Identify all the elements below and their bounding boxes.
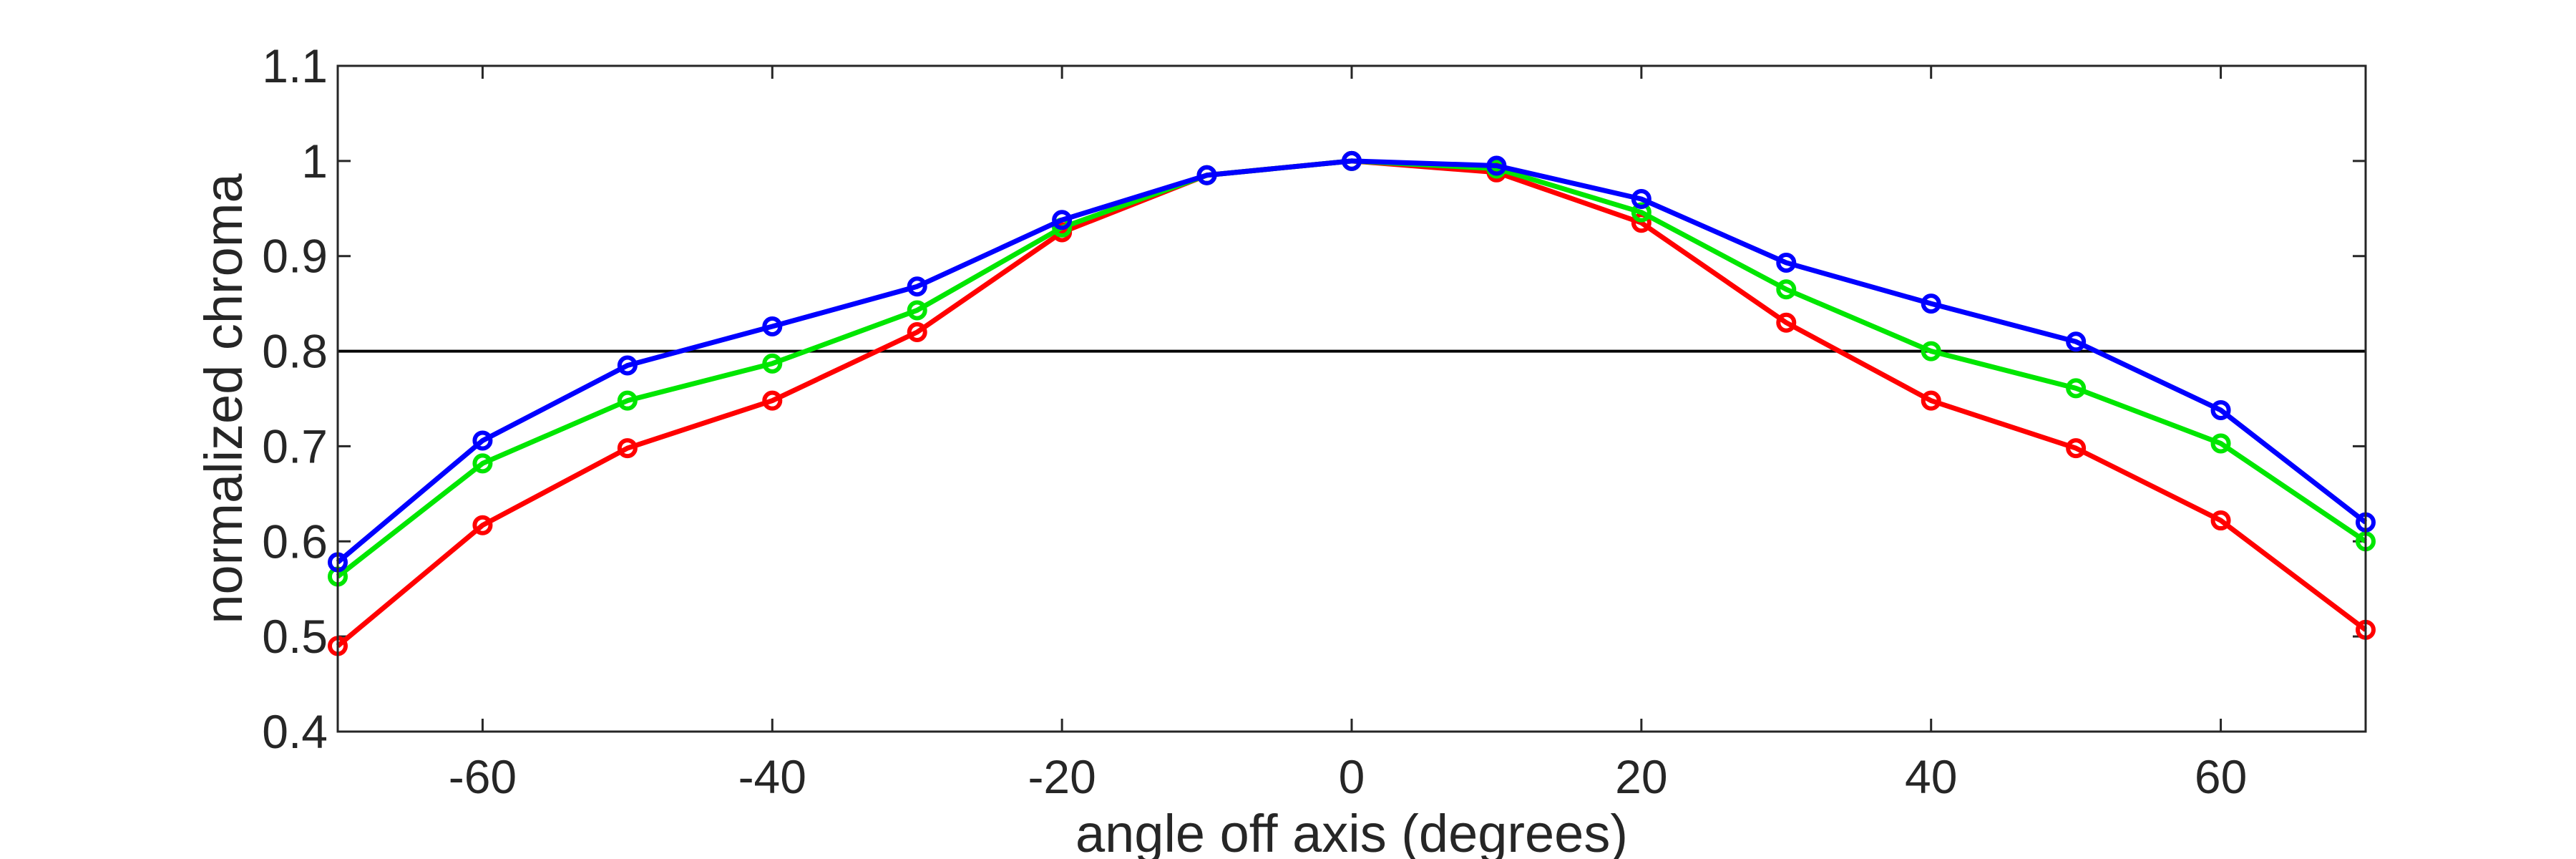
data-point	[1486, 155, 1507, 176]
data-point	[907, 300, 927, 321]
series-line	[336, 158, 2368, 565]
data-point	[1921, 390, 1941, 411]
data-point	[617, 438, 638, 459]
tick-labels: -60 -40 -20 0 20 40 60 0.4 0.5 0.6 0.7 0.8 0.9 1 1.1	[262, 39, 2247, 803]
x-tick-label: 40	[1905, 750, 1957, 803]
data-point	[2210, 510, 2231, 531]
series-layer	[328, 150, 2376, 656]
data-point	[762, 316, 783, 337]
y-axis-label: normalized chroma	[194, 173, 253, 624]
data-point	[2066, 331, 2087, 352]
x-tick-label: 20	[1615, 750, 1667, 803]
x-axis-label: angle off axis (degrees)	[1075, 804, 1628, 859]
data-point	[1052, 210, 1073, 230]
data-point	[907, 276, 927, 297]
x-tick-label: -40	[738, 750, 806, 803]
x-tick-label: -20	[1028, 750, 1096, 803]
data-point	[1631, 189, 1652, 209]
data-point	[762, 390, 783, 411]
y-tick-label: 0.9	[262, 230, 328, 283]
data-point	[907, 322, 927, 342]
series-3	[328, 150, 2376, 573]
data-point	[1631, 202, 1652, 223]
y-tick-label: 0.8	[262, 325, 328, 378]
data-point	[617, 390, 638, 411]
x-tick-label: -60	[449, 750, 517, 803]
y-tick-label: 1.1	[262, 39, 328, 92]
data-point	[2210, 433, 2231, 454]
y-tick-label: 0.6	[262, 515, 328, 568]
x-tick-label: 60	[2195, 750, 2247, 803]
data-point	[1776, 279, 1797, 300]
plot-frame	[336, 64, 2367, 733]
y-tick-label: 0.5	[262, 610, 328, 663]
data-point	[1776, 312, 1797, 333]
x-tick-label: 0	[1339, 750, 1365, 803]
y-tick-label: 0.4	[262, 705, 328, 758]
data-point	[1196, 165, 1217, 185]
plot-area	[338, 66, 2366, 732]
data-point	[1921, 293, 1941, 314]
data-point	[762, 353, 783, 374]
data-point	[1776, 253, 1797, 273]
data-point	[2210, 399, 2231, 420]
y-tick-label: 0.7	[262, 419, 328, 472]
data-point	[472, 515, 493, 535]
data-point	[472, 453, 493, 474]
y-tick-label: 1	[301, 135, 328, 188]
data-point	[1921, 341, 1941, 361]
data-point	[617, 355, 638, 376]
data-point	[1342, 150, 1362, 171]
data-point	[2066, 438, 2087, 459]
data-point	[2066, 378, 2087, 399]
data-point	[472, 430, 493, 451]
